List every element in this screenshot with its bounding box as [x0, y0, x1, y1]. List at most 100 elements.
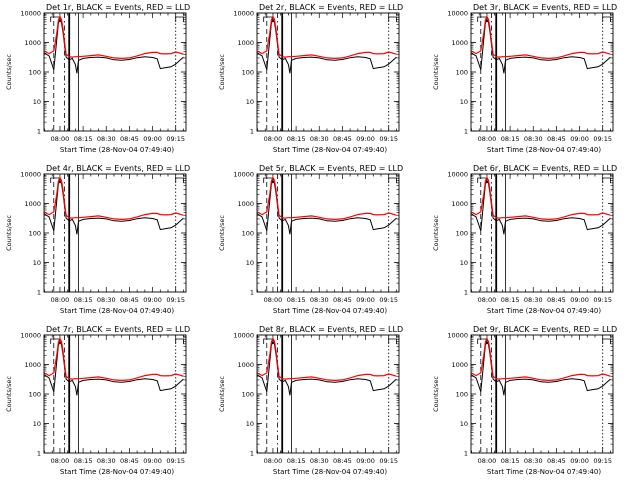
y-tick-label: 10 — [460, 259, 468, 267]
x-tick-label: 08:15 — [74, 296, 93, 304]
y-tick-label: 100 — [456, 69, 468, 77]
y-tick-label: 1 — [250, 289, 254, 297]
y-axis-label: Counts/sec — [432, 376, 440, 412]
lld-series-line — [43, 15, 184, 60]
y-tick-label: 10 — [33, 420, 41, 428]
x-tick-label: 08:30 — [97, 135, 116, 143]
y-tick-label: 10 — [460, 98, 468, 106]
y-tick-label: 1 — [37, 289, 41, 297]
plot-frame — [470, 334, 614, 454]
x-tick-label: 08:30 — [310, 296, 329, 304]
events-series-line — [470, 18, 611, 74]
x-tick-label: 09:15 — [593, 296, 612, 304]
y-tick-label: 1 — [464, 289, 468, 297]
detector-panel: Det 4r, BLACK = Events, RED = LLD Counts/… — [5, 164, 190, 315]
x-tick-label: 08:30 — [524, 296, 543, 304]
y-tick-label: 100 — [29, 391, 41, 399]
panel-title: Det 1r, BLACK = Events, RED = LLD — [46, 3, 190, 12]
y-tick-label: 100 — [242, 69, 254, 77]
panel-title: Det 8r, BLACK = Events, RED = LLD — [259, 325, 403, 334]
y-tick-label: 100 — [242, 391, 254, 399]
y-tick-label: 1 — [464, 128, 468, 136]
lld-series-line — [470, 337, 611, 382]
x-tick-label: 08:45 — [547, 135, 566, 143]
detector-panel: Det 6r, BLACK = Events, RED = LLD Counts/… — [432, 164, 617, 315]
y-axis-label: Counts/sec — [432, 215, 440, 251]
interval-bracket — [602, 338, 611, 344]
detector-panel: Det 5r, BLACK = Events, RED = LLD Counts/… — [218, 164, 403, 315]
y-tick-label: 10000 — [20, 171, 41, 179]
y-tick-label: 10000 — [447, 332, 468, 340]
detector-panel: Det 9r, BLACK = Events, RED = LLD Counts/… — [432, 325, 617, 476]
y-tick-label: 10000 — [233, 10, 254, 18]
x-tick-label: 09:00 — [143, 457, 162, 465]
x-tick-label: 08:15 — [74, 457, 93, 465]
x-tick-label: 08:45 — [120, 457, 139, 465]
plot-frame — [256, 12, 400, 132]
x-tick-label: 09:00 — [570, 457, 589, 465]
events-series-line — [43, 179, 184, 235]
y-tick-label: 1000 — [237, 39, 254, 47]
x-tick-label: 08:00 — [478, 135, 497, 143]
interval-bracket — [388, 338, 397, 344]
y-tick-label: 10000 — [447, 171, 468, 179]
y-tick-label: 10 — [246, 98, 254, 106]
x-axis-label: Start Time (28-Nov-04 07:49:40) — [487, 307, 601, 315]
interval-bracket — [388, 16, 397, 22]
x-axis-label: Start Time (28-Nov-04 07:49:40) — [60, 146, 174, 154]
x-tick-label: 09:15 — [379, 296, 398, 304]
detector-panel: Det 7r, BLACK = Events, RED = LLD Counts/… — [5, 325, 190, 476]
events-series-line — [256, 179, 397, 235]
x-tick-label: 08:45 — [333, 457, 352, 465]
events-series-line — [43, 18, 184, 74]
lld-series-line — [470, 176, 611, 221]
x-tick-label: 08:30 — [97, 296, 116, 304]
interval-bracket — [602, 16, 611, 22]
x-tick-label: 08:45 — [333, 135, 352, 143]
x-axis-label: Start Time (28-Nov-04 07:49:40) — [273, 468, 387, 476]
plot-frame — [43, 334, 187, 454]
x-tick-label: 09:00 — [570, 135, 589, 143]
x-tick-label: 08:00 — [51, 457, 70, 465]
x-tick-label: 08:30 — [310, 135, 329, 143]
y-tick-label: 1 — [250, 128, 254, 136]
x-tick-label: 09:00 — [356, 457, 375, 465]
plot-frame — [470, 173, 614, 293]
y-tick-label: 1000 — [24, 361, 41, 369]
y-tick-label: 10 — [246, 259, 254, 267]
x-tick-label: 09:00 — [356, 135, 375, 143]
panel-title: Det 2r, BLACK = Events, RED = LLD — [259, 3, 403, 12]
y-tick-label: 100 — [242, 230, 254, 238]
x-tick-label: 08:15 — [501, 296, 520, 304]
plot-frame — [470, 12, 614, 132]
x-tick-label: 08:15 — [287, 296, 306, 304]
x-axis-label: Start Time (28-Nov-04 07:49:40) — [487, 146, 601, 154]
y-tick-label: 1 — [250, 450, 254, 458]
panel-title: Det 3r, BLACK = Events, RED = LLD — [473, 3, 617, 12]
x-tick-label: 09:15 — [379, 135, 398, 143]
panel-title: Det 6r, BLACK = Events, RED = LLD — [473, 164, 617, 173]
detector-panel: Det 1r, BLACK = Events, RED = LLD Counts/… — [5, 3, 190, 154]
x-tick-label: 08:00 — [264, 457, 283, 465]
y-tick-label: 1000 — [451, 39, 468, 47]
x-tick-label: 09:00 — [143, 296, 162, 304]
lld-series-line — [256, 337, 397, 382]
x-tick-label: 08:15 — [287, 457, 306, 465]
y-axis-label: Counts/sec — [5, 215, 13, 251]
x-tick-label: 08:30 — [524, 457, 543, 465]
x-axis-label: Start Time (28-Nov-04 07:49:40) — [60, 307, 174, 315]
detector-panel: Det 3r, BLACK = Events, RED = LLD Counts/… — [432, 3, 617, 154]
x-tick-label: 09:00 — [356, 296, 375, 304]
y-tick-label: 10000 — [233, 332, 254, 340]
detector-panel: Det 2r, BLACK = Events, RED = LLD Counts/… — [218, 3, 403, 154]
x-tick-label: 09:15 — [166, 135, 185, 143]
y-tick-label: 1000 — [24, 200, 41, 208]
plot-frame — [256, 173, 400, 293]
y-tick-label: 10000 — [233, 171, 254, 179]
x-tick-label: 09:00 — [570, 296, 589, 304]
x-tick-label: 08:00 — [264, 135, 283, 143]
plot-frame — [43, 173, 187, 293]
y-tick-label: 10 — [246, 420, 254, 428]
y-axis-label: Counts/sec — [5, 376, 13, 412]
x-tick-label: 09:15 — [166, 296, 185, 304]
